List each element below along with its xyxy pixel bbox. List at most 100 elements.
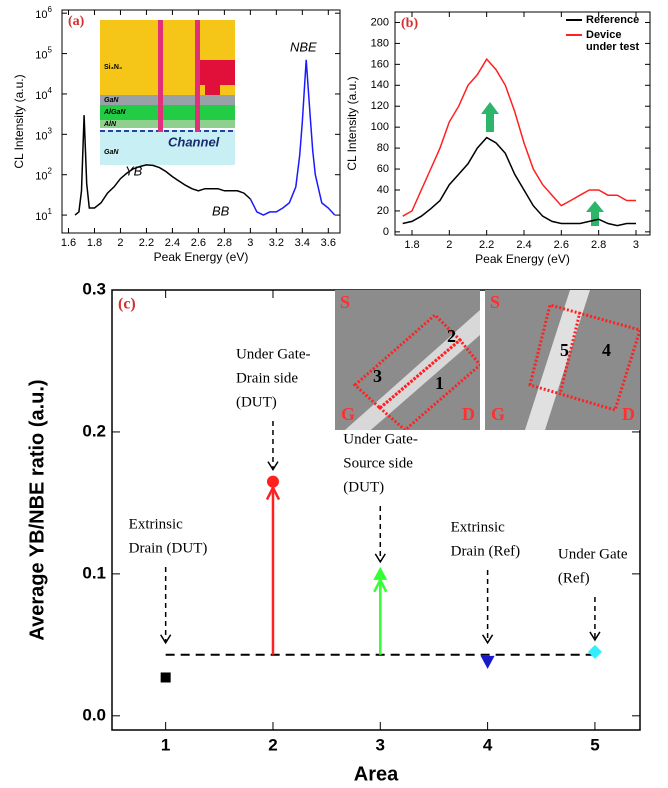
marker [587, 644, 602, 659]
x-tick-label: 2 [117, 237, 123, 249]
annotation-arrowhead [589, 631, 601, 642]
annotation: BB [212, 203, 230, 218]
x-tick-label: 5 [590, 735, 599, 754]
tick-base: 10 [35, 211, 47, 223]
x-tick-label: 2.2 [139, 237, 154, 249]
series-line [249, 59, 336, 216]
x-axis-title: Peak Energy (eV) [154, 250, 249, 264]
annotation: (DUT) [343, 479, 384, 495]
y-tick-label: 0.2 [82, 421, 106, 440]
y-axis-title: CL Intensity (a.u.) [345, 76, 359, 170]
series-line [402, 57, 636, 217]
series-line [402, 136, 636, 227]
annotation: Drain (Ref) [451, 543, 521, 559]
plot-frame [394, 11, 651, 236]
y-tick-label: 140 [371, 79, 389, 91]
x-tick-label: 2.6 [554, 239, 569, 251]
sem-content [345, 310, 480, 430]
roi [377, 337, 480, 430]
legend: Reference Device under test [566, 14, 650, 56]
annotation-arrowhead [267, 461, 279, 472]
x-tick-label: 1.8 [404, 239, 419, 251]
x-tick-label: 2.8 [591, 239, 606, 251]
annotation: YB [125, 163, 143, 178]
region-label: 3 [373, 366, 382, 386]
y-tick-label: 40 [377, 184, 389, 196]
y-tick-label: 160 [371, 58, 389, 70]
region-label: 4 [602, 340, 611, 360]
source-label: S [490, 292, 500, 312]
y-tick-label: 20 [377, 205, 389, 217]
drain-label: D [462, 404, 475, 424]
x-tick-label: 1.8 [87, 237, 102, 249]
x-tick-label: 3 [633, 239, 639, 251]
x-tick-label: 1.6 [61, 237, 76, 249]
tick-base: 10 [35, 130, 47, 142]
x-tick-label: 3.6 [321, 237, 336, 249]
y-tick-label: 0.3 [82, 279, 106, 298]
y-axis-title: CL Intensity (a.u.) [12, 74, 26, 168]
x-tick-label: 2 [268, 735, 277, 754]
panel-label: (a) [68, 14, 85, 29]
sem-stripe [345, 310, 480, 430]
x-tick-label: 2.4 [516, 239, 531, 251]
x-tick-label: 3.2 [269, 237, 284, 249]
legend-entry: Reference [566, 14, 650, 26]
y-tick-label: 0 [383, 226, 389, 238]
region-label: 2 [447, 326, 456, 346]
x-axis-title: Area [354, 763, 399, 785]
annotation: Drain side [236, 370, 298, 386]
legend-swatch [566, 19, 582, 21]
x-tick-label: 1 [161, 735, 170, 754]
drain-label: D [622, 404, 635, 424]
increase-arrowhead [265, 484, 281, 501]
y-tick-label: 105 [35, 46, 52, 62]
y-tick-label: 104 [35, 86, 52, 102]
inset-label: Channel [168, 134, 220, 149]
tick-exponent: 2 [48, 167, 53, 176]
x-tick-label: 2.6 [191, 237, 206, 249]
x-tick-label: 2.8 [217, 237, 232, 249]
y-tick-label: 100 [371, 121, 389, 133]
green-arrows [481, 102, 604, 226]
annotation: (DUT) [236, 394, 277, 410]
series-line [74, 115, 251, 216]
legend-entry: Device under test [566, 29, 650, 53]
gate-label: G [341, 404, 355, 424]
annotation: Under Gate- [343, 431, 418, 447]
marker [160, 672, 171, 683]
y-tick-label: 101 [35, 207, 52, 223]
y-tick-label: 80 [377, 142, 389, 154]
y-tick-label: 102 [35, 167, 52, 183]
inset-label: AlN [103, 121, 117, 128]
y-tick-label: 60 [377, 163, 389, 175]
x-tick-label: 4 [483, 735, 493, 754]
annotation-arrowhead [374, 553, 386, 564]
tick-exponent: 5 [48, 46, 53, 55]
x-tick-label: 3 [376, 735, 385, 754]
tick-base: 10 [35, 171, 47, 183]
roi [528, 303, 640, 412]
y-tick-label: 106 [35, 5, 52, 21]
sem-image: S G D 3 2 1 [335, 290, 480, 430]
annotation: NBE [290, 39, 317, 54]
annotation-arrowhead [481, 634, 494, 645]
x-tick-label: 2.2 [479, 239, 494, 251]
tick-base: 10 [35, 9, 47, 21]
panel-label: (c) [118, 296, 136, 313]
sem-background [335, 290, 480, 430]
annotation: Under Gate- [236, 346, 311, 362]
gate-label: G [491, 404, 505, 424]
sem-content [525, 290, 640, 430]
tick-exponent: 6 [48, 5, 53, 14]
x-tick-label: 3 [247, 237, 253, 249]
x-tick-label: 2.4 [165, 237, 180, 249]
inset-label: GaN [104, 97, 119, 104]
legend-swatch [566, 34, 582, 36]
inset-label: AlGaN [103, 109, 126, 116]
legend-label: Reference [586, 14, 640, 26]
region-label: 1 [435, 373, 444, 393]
annotation: Extrinsic [129, 516, 183, 532]
tick-exponent: 1 [48, 207, 53, 216]
x-axis-title: Peak Energy (eV) [475, 252, 570, 266]
